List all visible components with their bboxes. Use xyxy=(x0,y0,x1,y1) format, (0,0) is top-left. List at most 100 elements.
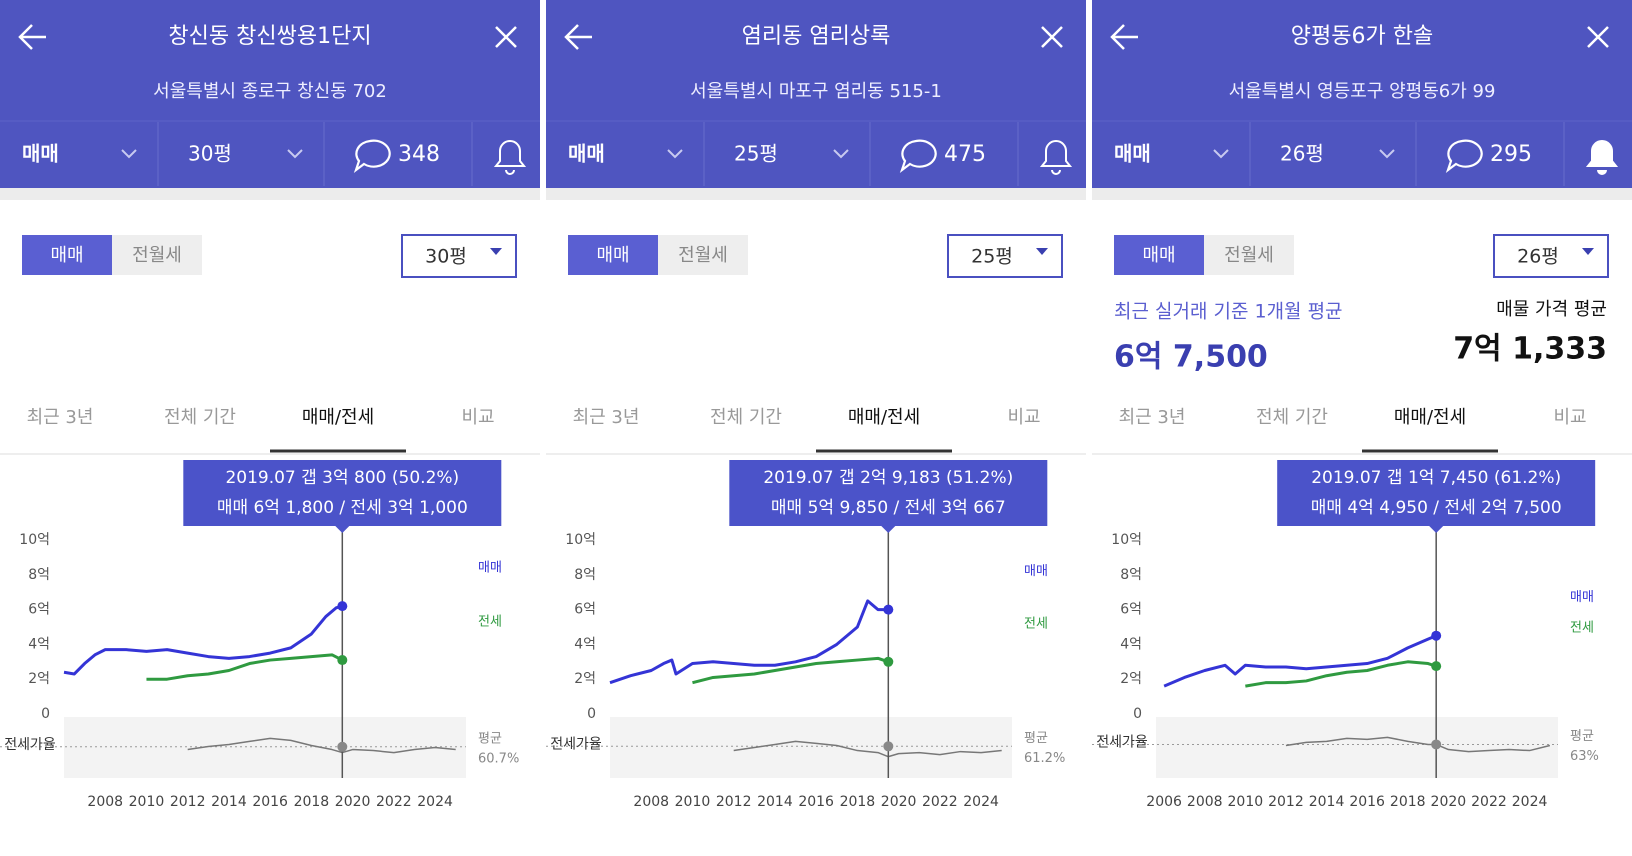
chevron xyxy=(833,149,849,159)
comment-count[interactable]: 295 xyxy=(1490,142,1532,167)
toggle-label: 매매 xyxy=(1142,245,1175,266)
size-dropdown[interactable] xyxy=(1493,234,1609,278)
tab[interactable]: 비교 xyxy=(1553,407,1586,428)
tab[interactable]: 최근 3년 xyxy=(27,407,94,428)
toggle-inactive[interactable] xyxy=(658,235,748,275)
x-tick-label: 2014 xyxy=(211,794,247,810)
comment-count[interactable]: 348 xyxy=(398,142,440,167)
back-button[interactable] xyxy=(1110,24,1138,50)
listing-label: 매물 가격 평균 xyxy=(1496,299,1607,320)
x-tick-label: 2018 xyxy=(294,794,330,810)
size-select[interactable]: 30평 xyxy=(188,142,232,166)
toggle-active[interactable] xyxy=(1114,235,1204,275)
x-tick-label: 2024 xyxy=(1512,794,1548,810)
toggle-label: 매매 xyxy=(596,245,629,266)
size-select[interactable]: 25평 xyxy=(734,142,778,166)
x-tick-label: 2010 xyxy=(129,794,165,810)
comment-icon[interactable] xyxy=(353,139,391,173)
x-tick-label: 2016 xyxy=(798,794,834,810)
series-end xyxy=(1431,661,1442,672)
toggle-inactive[interactable] xyxy=(1204,235,1294,275)
dropdown-arrow xyxy=(490,248,502,255)
ratio-avg-label: 평균 xyxy=(1570,729,1594,744)
x-tick-label: 2010 xyxy=(675,794,711,810)
ratio-label: 전세가율 xyxy=(1096,734,1148,750)
tab[interactable]: 최근 3년 xyxy=(1119,407,1186,428)
back-button[interactable] xyxy=(564,24,592,50)
bell-icon[interactable] xyxy=(493,140,527,175)
comment-icon[interactable] xyxy=(1445,139,1483,173)
legend-label: 전세 xyxy=(1570,621,1594,636)
ratio-band xyxy=(1156,717,1558,778)
series-end xyxy=(1431,630,1442,641)
toggle-active[interactable] xyxy=(22,235,112,275)
tab[interactable]: 전체 기간 xyxy=(164,407,236,428)
tooltip-pointer xyxy=(881,526,896,533)
y-tick-label: 10억 xyxy=(565,532,596,548)
x-tick-label: 2024 xyxy=(417,794,453,810)
toggle-inactive[interactable] xyxy=(112,235,202,275)
legend-label: 매매 xyxy=(1024,564,1048,579)
chevron xyxy=(287,149,303,159)
separator xyxy=(0,188,540,200)
tab[interactable]: 비교 xyxy=(1007,407,1040,428)
comment-count[interactable]: 475 xyxy=(944,142,986,167)
y-tick-label: 2억 xyxy=(574,671,596,687)
chevron xyxy=(667,149,683,159)
ratio-label: 전세가율 xyxy=(4,737,56,753)
tab[interactable]: 전체 기간 xyxy=(1256,407,1328,428)
toggle-label: 전월세 xyxy=(678,245,728,266)
address: 서울특별시 마포구 염리동 515-1 xyxy=(690,81,942,102)
separator xyxy=(546,188,1086,200)
trade-type-select[interactable]: 매매 xyxy=(1114,142,1151,166)
bell-icon[interactable] xyxy=(1039,140,1073,175)
x-tick-label: 2014 xyxy=(757,794,793,810)
close-button[interactable] xyxy=(495,26,517,48)
x-tick-label: 2012 xyxy=(1268,794,1304,810)
tooltip-line: 2019.07 갭 3억 800 (50.2%) xyxy=(225,468,459,488)
address: 서울특별시 영등포구 양평동6가 99 xyxy=(1229,81,1496,102)
trade-type-select[interactable]: 매매 xyxy=(22,142,59,166)
tab[interactable]: 매매/전세 xyxy=(1394,407,1466,428)
size-dropdown-label: 30평 xyxy=(425,246,467,268)
ratio-band xyxy=(610,717,1012,778)
tab[interactable]: 비교 xyxy=(461,407,494,428)
dropdown-arrow xyxy=(1582,248,1594,255)
chevron xyxy=(121,149,137,159)
tooltip xyxy=(729,460,1048,526)
legend-label: 매매 xyxy=(1570,590,1594,605)
chevron xyxy=(1213,149,1229,159)
y-tick-label: 0 xyxy=(41,706,50,722)
x-tick-label: 2020 xyxy=(1431,794,1467,810)
x-tick-label: 2022 xyxy=(1471,794,1507,810)
size-dropdown[interactable] xyxy=(401,234,517,278)
tab[interactable]: 전체 기간 xyxy=(710,407,782,428)
y-tick-label: 6억 xyxy=(28,602,50,618)
title: 양평동6가 한솔 xyxy=(1291,24,1433,49)
x-tick-label: 2008 xyxy=(633,794,669,810)
series-end xyxy=(337,601,348,612)
x-tick-label: 2020 xyxy=(881,794,917,810)
toggle-active[interactable] xyxy=(568,235,658,275)
close-button[interactable] xyxy=(1041,26,1063,48)
close-button[interactable] xyxy=(1587,26,1609,48)
series-line xyxy=(63,604,343,676)
title: 염리동 염리상록 xyxy=(742,24,891,49)
size-dropdown[interactable] xyxy=(947,234,1063,278)
x-tick-label: 2018 xyxy=(840,794,876,810)
series-end xyxy=(883,604,894,615)
trade-type-select[interactable]: 매매 xyxy=(568,142,605,166)
x-tick-label: 2006 xyxy=(1146,794,1182,810)
tab[interactable]: 매매/전세 xyxy=(302,407,374,428)
tab[interactable]: 매매/전세 xyxy=(848,407,920,428)
y-tick-label: 2억 xyxy=(28,671,50,687)
ratio-line xyxy=(733,740,1002,758)
bell-icon[interactable] xyxy=(1585,140,1619,175)
size-select[interactable]: 26평 xyxy=(1280,142,1324,166)
comment-icon[interactable] xyxy=(899,139,937,173)
tab[interactable]: 최근 3년 xyxy=(573,407,640,428)
back-button[interactable] xyxy=(18,24,46,50)
toggle-label: 전월세 xyxy=(132,245,182,266)
